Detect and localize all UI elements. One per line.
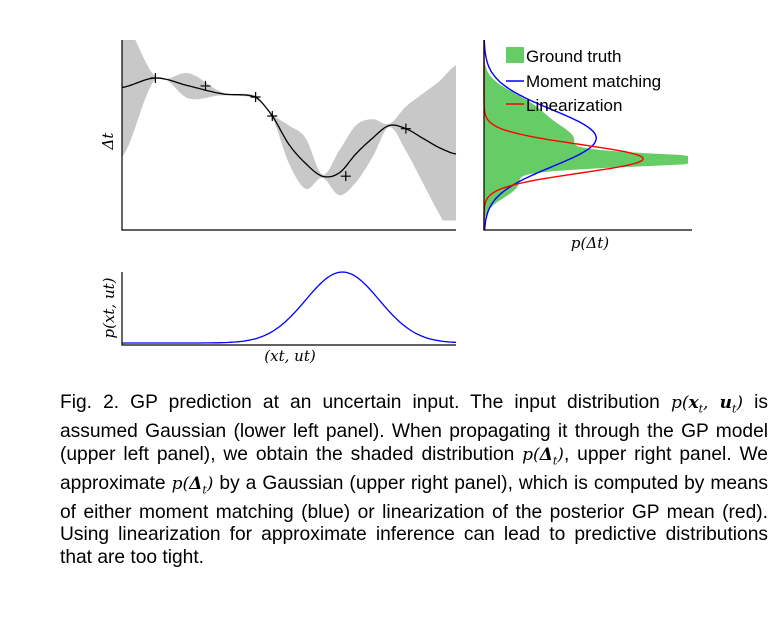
legend-ground-truth-label: Ground truth <box>526 47 621 66</box>
training-point-marker <box>267 111 278 121</box>
training-points <box>150 73 411 182</box>
legend-moment-matching-label: Moment matching <box>526 72 661 91</box>
figure: Δt p(Δt) Ground truth Moment matching Li… <box>99 40 692 365</box>
figure-caption: Fig. 2. GP prediction at an uncertain in… <box>60 392 768 569</box>
gp-mean-line <box>121 77 457 178</box>
lower-left-panel: (xt, ut) p(xt, ut) <box>100 271 457 365</box>
upper-right-axes <box>483 40 692 231</box>
training-point-marker <box>200 80 211 91</box>
caption-math-input: p(xt, ut) <box>670 393 744 416</box>
caption-rest: by a Gaussian (upper right panel), which… <box>60 472 768 568</box>
caption-math-delta-1: p(Δt) <box>522 444 564 467</box>
legend: Ground truth Moment matching Linearizati… <box>506 47 661 115</box>
upper-left-panel: Δt <box>99 40 457 231</box>
training-point-marker <box>400 123 411 134</box>
training-point-marker <box>150 73 161 83</box>
caption-prefix: Fig. 2. GP prediction at an uncertain in… <box>60 392 660 413</box>
ground-truth-distribution <box>484 40 688 230</box>
lower-left-axes <box>121 272 456 346</box>
training-point-marker <box>340 171 351 182</box>
upper-right-panel: p(Δt) Ground truth Moment matching Linea… <box>483 40 692 252</box>
moment-matching-curve <box>483 40 597 231</box>
lower-left-ylabel: p(xt, ut) <box>100 277 118 338</box>
caption-math-delta-2: p(Δt) <box>171 473 214 496</box>
upper-left-ylabel: Δt <box>99 132 117 151</box>
upper-left-axes <box>121 40 456 231</box>
training-point-marker <box>250 92 261 102</box>
upper-right-xlabel: p(Δt) <box>571 234 609 252</box>
input-density-curve <box>122 271 457 344</box>
caption-mid1: is assumed Gaussian (lower left panel). … <box>60 392 769 465</box>
legend-ground-truth-swatch <box>506 47 524 63</box>
caption-mid2: , upper right panel. We approximate <box>60 443 768 494</box>
legend-linearization-label: Linearization <box>526 96 622 115</box>
lower-left-xlabel: (xt, ut) <box>264 347 316 365</box>
